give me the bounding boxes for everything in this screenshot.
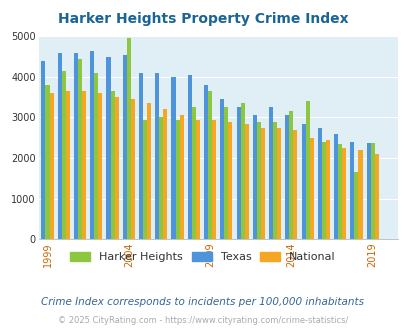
Bar	[211, 119, 215, 239]
Bar	[82, 91, 86, 239]
Bar	[337, 144, 341, 239]
Bar	[220, 99, 224, 239]
Bar	[236, 107, 240, 239]
Bar	[159, 117, 163, 239]
Bar	[187, 75, 191, 239]
Bar	[175, 119, 179, 239]
Bar	[110, 91, 114, 239]
Bar	[341, 148, 345, 239]
Bar	[325, 140, 329, 239]
Bar	[285, 115, 289, 239]
Text: © 2025 CityRating.com - https://www.cityrating.com/crime-statistics/: © 2025 CityRating.com - https://www.city…	[58, 316, 347, 325]
Bar	[374, 154, 378, 239]
Bar	[90, 50, 94, 239]
Bar	[269, 107, 273, 239]
Bar	[179, 115, 183, 239]
Bar	[333, 134, 337, 239]
Bar	[256, 121, 260, 239]
Bar	[126, 38, 130, 239]
Bar	[122, 54, 126, 239]
Bar	[41, 61, 45, 239]
Bar	[74, 52, 78, 239]
Bar	[203, 85, 207, 239]
Bar	[224, 107, 228, 239]
Bar	[78, 59, 82, 239]
Bar	[252, 115, 256, 239]
Bar	[305, 101, 309, 239]
Bar	[191, 107, 195, 239]
Bar	[143, 119, 147, 239]
Bar	[366, 143, 370, 239]
Bar	[240, 103, 244, 239]
Bar	[277, 128, 281, 239]
Bar	[273, 121, 277, 239]
Bar	[114, 97, 118, 239]
Bar	[49, 93, 53, 239]
Bar	[244, 123, 248, 239]
Text: Harker Heights Property Crime Index: Harker Heights Property Crime Index	[58, 12, 347, 25]
Bar	[350, 142, 354, 239]
Bar	[228, 121, 232, 239]
Bar	[260, 128, 264, 239]
Bar	[207, 91, 211, 239]
Bar	[58, 52, 62, 239]
Bar	[289, 112, 293, 239]
Bar	[309, 138, 313, 239]
Bar	[147, 103, 151, 239]
Bar	[62, 71, 66, 239]
Bar	[171, 77, 175, 239]
Bar	[45, 85, 49, 239]
Bar	[163, 109, 167, 239]
Bar	[301, 123, 305, 239]
Legend: Harker Heights, Texas, National: Harker Heights, Texas, National	[66, 248, 339, 267]
Bar	[98, 93, 102, 239]
Bar	[139, 73, 143, 239]
Bar	[293, 130, 297, 239]
Bar	[354, 172, 358, 239]
Bar	[358, 150, 362, 239]
Bar	[66, 91, 70, 239]
Bar	[106, 56, 110, 239]
Bar	[94, 73, 98, 239]
Bar	[195, 119, 199, 239]
Bar	[317, 128, 321, 239]
Bar	[130, 99, 134, 239]
Bar	[155, 73, 159, 239]
Text: Crime Index corresponds to incidents per 100,000 inhabitants: Crime Index corresponds to incidents per…	[41, 297, 364, 307]
Bar	[370, 143, 374, 239]
Bar	[321, 142, 325, 239]
